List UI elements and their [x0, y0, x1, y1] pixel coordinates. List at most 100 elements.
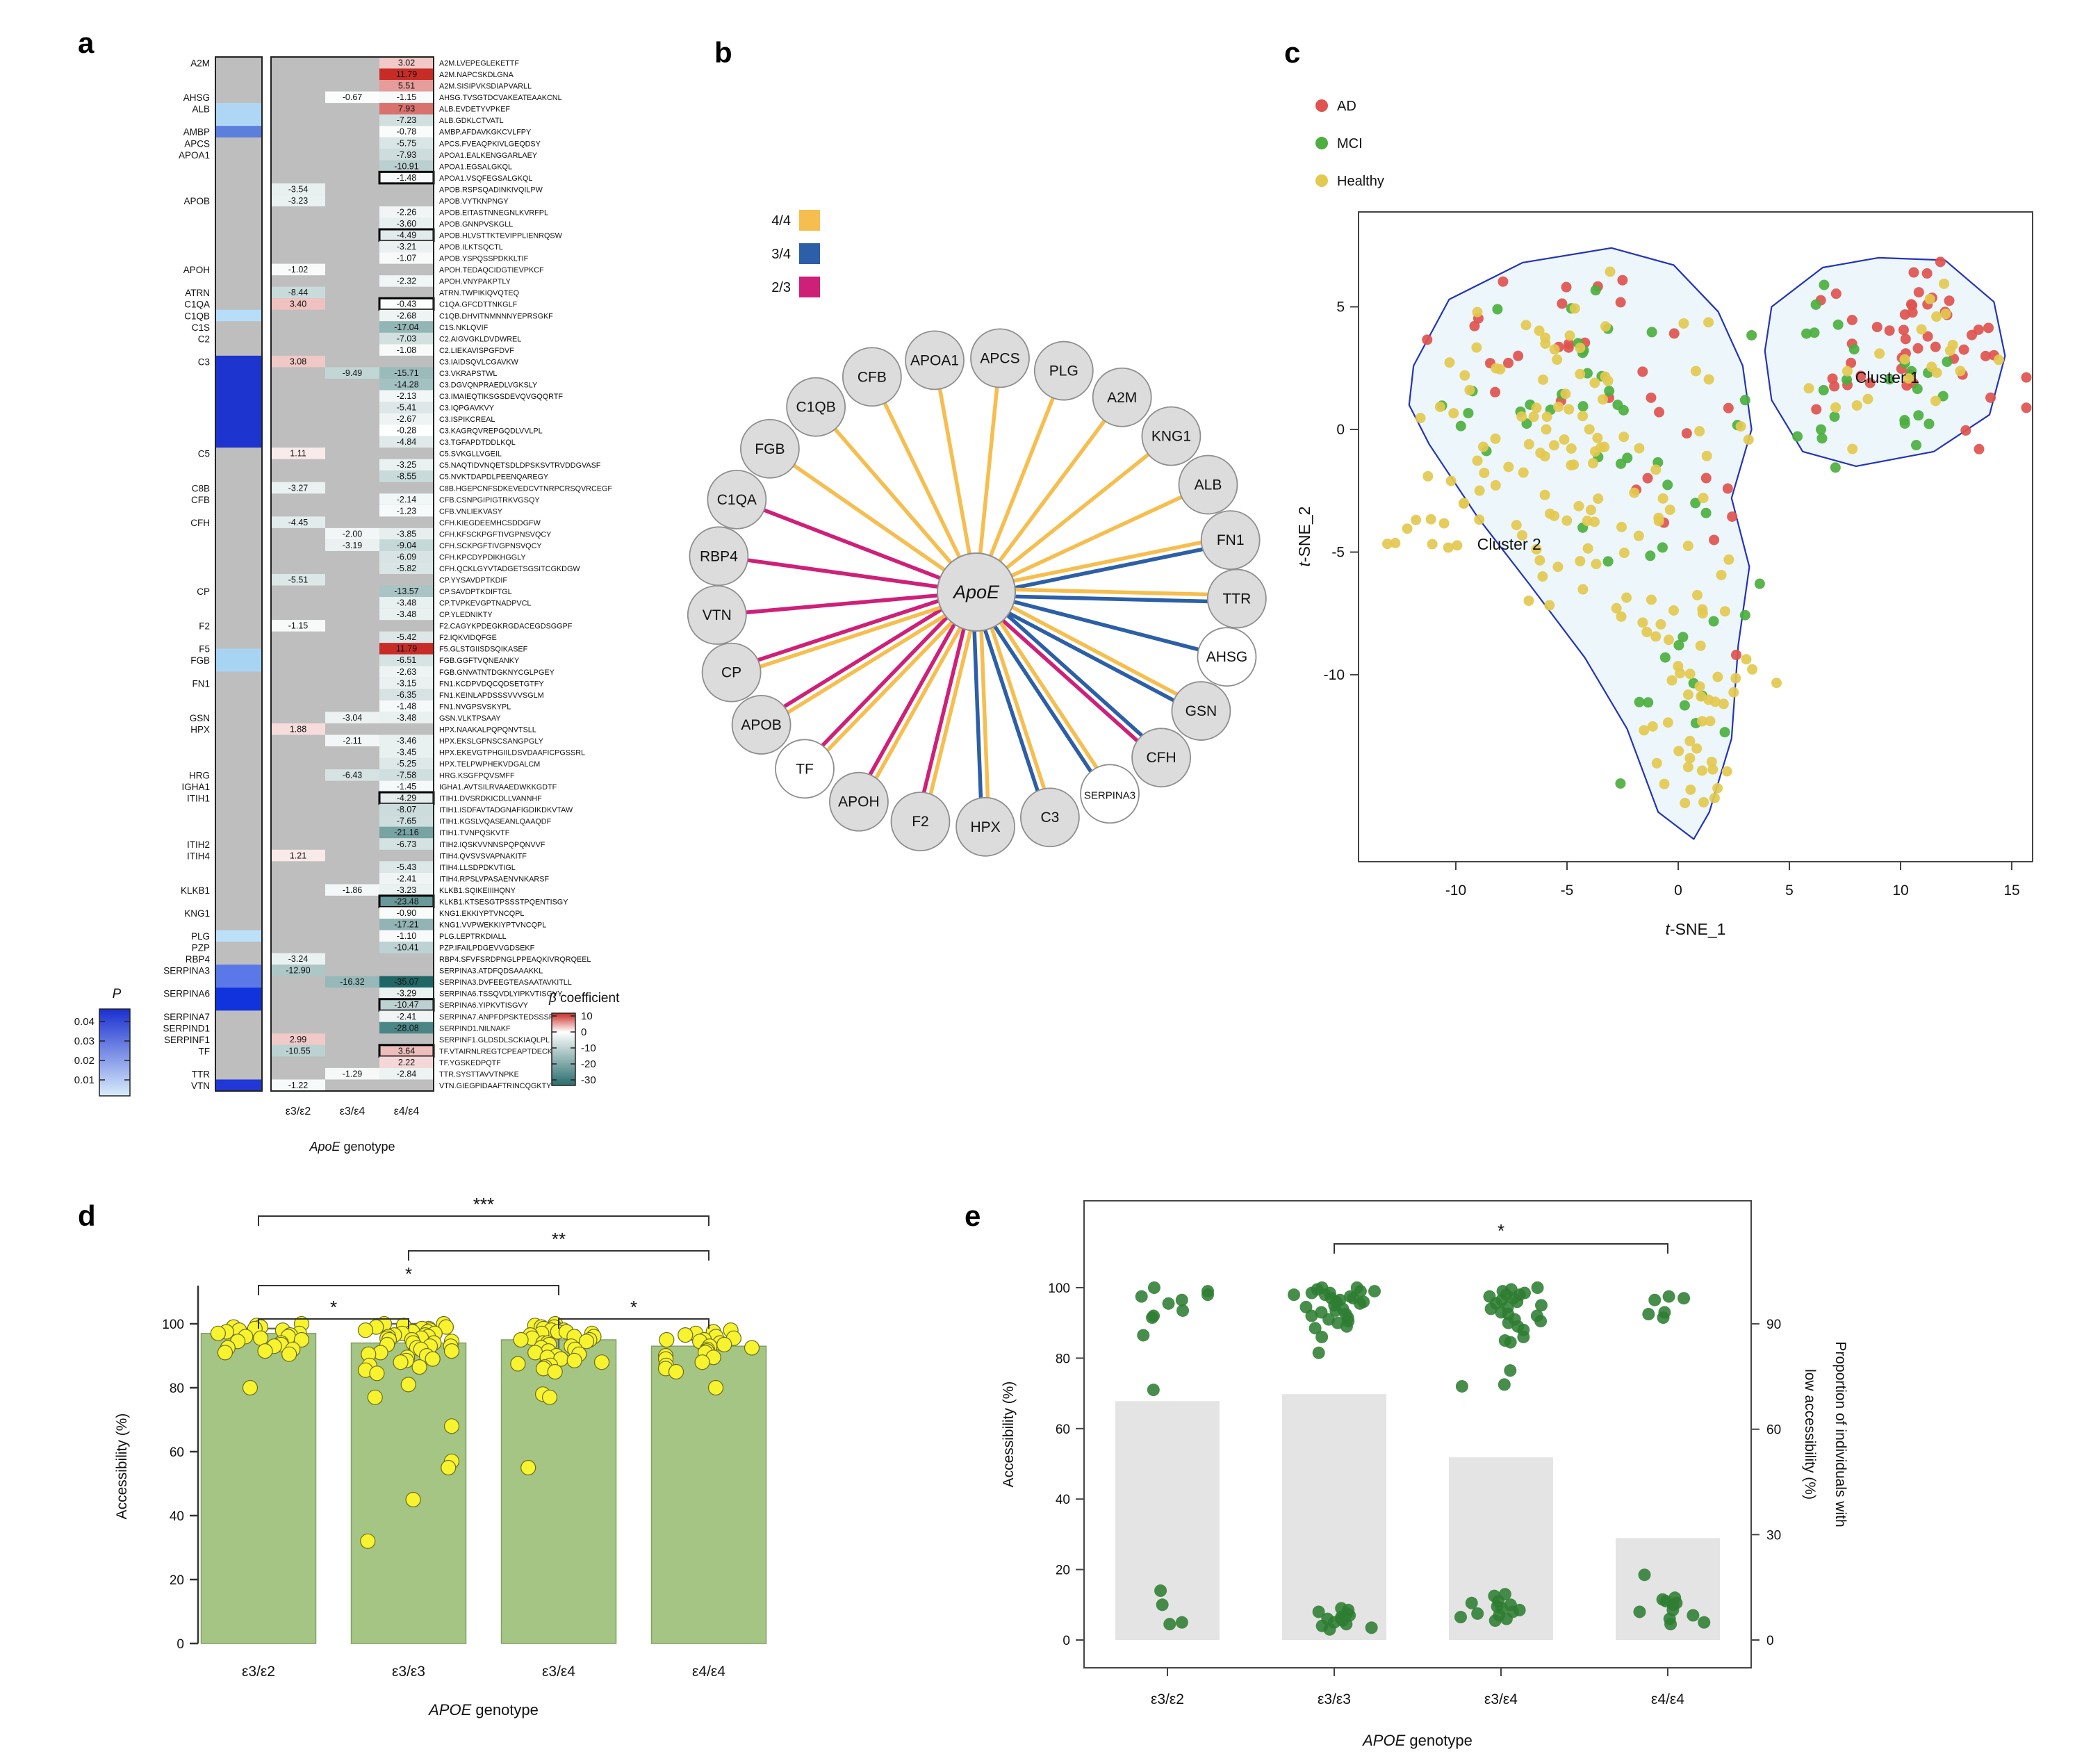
scatter-point-mci	[1801, 328, 1812, 339]
scatter-point-mci	[1913, 410, 1924, 421]
peptide-label: TF.YGSKEDPQTF	[439, 1059, 501, 1067]
y-tick-label: -5	[1331, 545, 1345, 561]
e-dot	[1471, 1607, 1484, 1620]
scatter-point-mci	[1832, 319, 1844, 330]
scatter-point-ad	[1985, 392, 1996, 403]
p-strip-band	[215, 930, 262, 942]
scatter-point-h	[1637, 617, 1648, 628]
edge-ttr-34	[1013, 594, 1213, 604]
cell-value: -1.48	[397, 173, 417, 183]
e-dot	[1175, 1616, 1188, 1629]
scatter-point-h	[1592, 432, 1603, 443]
scatter-point-h	[1662, 717, 1673, 728]
peptide-label: SERPINF1.GLDSDLSCKIAQLPL	[439, 1036, 550, 1044]
node-label: CFH	[1147, 750, 1176, 766]
legend-label: AD	[1337, 99, 1356, 114]
scatter-point-h	[1650, 631, 1662, 642]
node-apcs	[970, 328, 1030, 388]
d-dot	[443, 1343, 460, 1359]
peptide-label: ATRN.TWPIKIQVQTEQ	[439, 289, 519, 297]
heatmap-cell	[379, 505, 434, 517]
heatmap-cell	[379, 459, 434, 471]
node-label: SERPINA3	[1084, 789, 1135, 801]
panel-c-letter: c	[1284, 36, 1301, 69]
e-bar-ε3/ε3	[1282, 1394, 1386, 1640]
peptide-label: F2.IQKVIDQFGE	[439, 634, 497, 642]
heatmap-cell	[379, 585, 434, 598]
p-legend-tick-label: 0.02	[74, 1055, 95, 1067]
heatmap-cell	[379, 401, 434, 413]
heatmap-cell	[379, 126, 434, 138]
scatter-point-ad	[1722, 483, 1733, 494]
peptide-label: C5.NVKTDAPDLPEENQAREGY	[439, 473, 548, 482]
scatter-point-h	[1924, 293, 1935, 304]
scatter-point-h	[1650, 464, 1662, 475]
scatter-point-h	[1621, 592, 1632, 603]
edge-serpina3-34	[992, 624, 1094, 776]
protein-label: ATRN	[185, 288, 210, 298]
scatter-point-h	[1589, 377, 1600, 388]
p-strip-frame	[215, 56, 263, 1092]
edge-cp-44	[755, 605, 943, 670]
protein-label: FGB	[190, 655, 210, 666]
scatter-point-h	[1472, 306, 1483, 318]
e-right-tick-label: 30	[1766, 1528, 1781, 1543]
scatter-point-ad	[1615, 297, 1626, 308]
peptide-label: APCS.FVEAQPKIVLGEQDSY	[439, 140, 541, 148]
scatter-point-h	[1474, 485, 1485, 496]
e-dot	[1698, 1616, 1711, 1629]
e-dot	[1535, 1299, 1548, 1312]
heatmap-cell	[379, 689, 434, 700]
heatmap-cell	[379, 987, 434, 999]
scatter-point-h	[1474, 514, 1485, 525]
d-dot	[367, 1389, 383, 1405]
e-dot	[1484, 1302, 1498, 1315]
scatter-point-h	[1706, 756, 1717, 767]
d-dot	[393, 1354, 409, 1370]
heatmap-cell	[379, 884, 434, 896]
heatmap-cell	[379, 838, 434, 850]
scatter-point-h	[1605, 266, 1616, 277]
scatter-point-h	[1698, 493, 1709, 504]
scatter-point-h	[1537, 571, 1548, 582]
x-tick-label: -10	[1445, 883, 1466, 899]
scatter-point-mci	[1809, 327, 1820, 338]
heatmap-cell	[379, 91, 434, 104]
node-label: PLG	[1049, 363, 1078, 379]
e-bar-ε3/ε2	[1115, 1401, 1220, 1640]
scatter-point-mci	[1659, 652, 1671, 663]
heatmap-cell	[379, 1056, 434, 1068]
e-dot	[1175, 1293, 1188, 1306]
heatmap-cell	[379, 746, 434, 758]
e-dot	[1502, 1316, 1515, 1329]
peptide-label: C3.ISPIKCREAL	[439, 416, 495, 424]
peptide-label: C2.LIEKAVISPGFDVF	[439, 347, 514, 355]
scatter-point-mci	[1615, 778, 1626, 789]
scatter-point-ad	[1681, 428, 1692, 439]
node-cfb	[842, 347, 902, 407]
peptide-label: C3.DGVQNPRAEDLVGKSLY	[439, 381, 537, 389]
scatter-point-ad	[1922, 331, 1933, 342]
heatmap-cell	[379, 114, 434, 126]
plot-frame	[1358, 211, 2033, 862]
scatter-point-h	[1701, 450, 1712, 461]
cell-value: -3.04	[343, 713, 363, 723]
d-y-tick-label: 20	[170, 1573, 184, 1588]
scatter-point-ad	[1811, 404, 1822, 415]
e-dot	[1500, 1612, 1513, 1625]
scatter-point-h	[1723, 554, 1734, 565]
cell-value: 3.02	[398, 58, 415, 68]
d-dot	[668, 1363, 684, 1380]
peptide-label: APOB.EITASTNNEGNLKVRFPL	[439, 208, 548, 217]
heatmap-cell	[379, 700, 434, 712]
e-dot	[1147, 1281, 1160, 1294]
scatter-point-mci	[1899, 418, 1910, 429]
p-legend-tick-label: 0.03	[74, 1035, 95, 1047]
peptide-label: PZP.IFAILPDGEVVGDSEKF	[439, 944, 535, 953]
peptide-label: C3.KAGRQVREPGQDLVVLPL	[439, 427, 543, 436]
scatter-point-h	[1425, 514, 1436, 525]
e-dot	[1156, 1598, 1169, 1612]
scatter-point-ad	[1654, 407, 1665, 418]
cell-value: 11.79	[396, 644, 417, 654]
